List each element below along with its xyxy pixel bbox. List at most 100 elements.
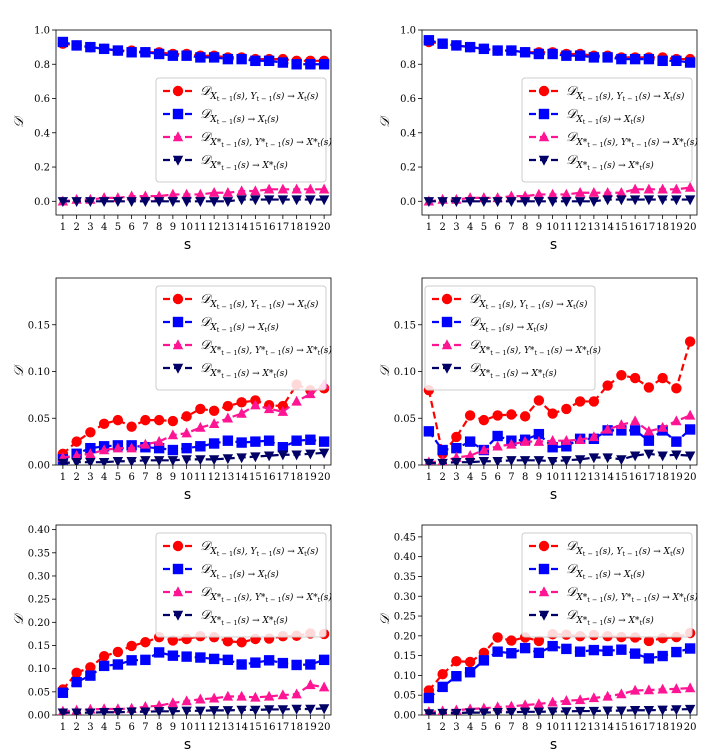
data-point xyxy=(250,705,261,715)
data-point xyxy=(153,414,165,426)
data-point xyxy=(547,442,558,453)
data-point xyxy=(277,442,289,453)
data-point xyxy=(684,424,696,435)
y-tick-label: 1.0 xyxy=(400,26,416,37)
x-tick-label: 13 xyxy=(222,222,235,233)
x-tick-label: 13 xyxy=(222,472,235,483)
y-tick-label: 0.20 xyxy=(28,618,50,629)
x-tick-label: 7 xyxy=(508,472,514,483)
data-point xyxy=(643,425,655,436)
x-tick-label: 20 xyxy=(318,722,331,733)
x-tick-label: 2 xyxy=(439,222,445,233)
data-point xyxy=(478,655,490,666)
x-tick-label: 19 xyxy=(304,472,317,483)
x-tick-label: 9 xyxy=(170,222,176,233)
data-point xyxy=(236,637,247,648)
data-point xyxy=(167,188,179,199)
data-point xyxy=(263,435,275,446)
legend-marker xyxy=(538,108,550,120)
data-point xyxy=(506,648,517,659)
data-point xyxy=(291,183,302,194)
legend-marker xyxy=(441,339,453,350)
data-point xyxy=(574,197,586,207)
legend-entry-1: 𝒟Xt − 1(s), Yt − 1(s) → Xt(s) xyxy=(200,539,319,558)
x-tick-label: 12 xyxy=(208,472,221,483)
data-point xyxy=(195,693,206,704)
x-tick-label: 14 xyxy=(235,222,248,233)
data-point xyxy=(478,457,490,465)
data-point xyxy=(112,457,124,465)
data-point xyxy=(519,456,531,465)
data-point xyxy=(671,683,682,694)
x-tick-label: 15 xyxy=(615,722,628,733)
legend-entry-2: 𝒟Xt − 1(s) → Xt(s) xyxy=(469,315,548,334)
data-point xyxy=(506,456,517,465)
data-point xyxy=(318,704,330,715)
data-point xyxy=(208,455,220,465)
x-tick-label: 3 xyxy=(87,722,93,733)
data-point xyxy=(263,55,275,67)
plot-area xyxy=(57,36,330,207)
data-point xyxy=(222,706,234,715)
data-point xyxy=(464,457,476,465)
legend-marker xyxy=(172,293,184,305)
data-point xyxy=(478,197,490,207)
data-point xyxy=(167,697,179,708)
data-point xyxy=(684,451,696,462)
legend-entry-1: 𝒟Xt − 1(s), Yt − 1(s) → Xt(s) xyxy=(469,292,588,311)
data-point xyxy=(588,453,600,464)
plot-area xyxy=(423,627,696,715)
data-point xyxy=(305,59,316,70)
x-tick-label: 14 xyxy=(235,472,248,483)
data-point xyxy=(671,450,682,461)
data-point xyxy=(208,438,220,449)
data-point xyxy=(533,197,545,207)
series-2 xyxy=(423,35,696,68)
data-point xyxy=(492,430,503,442)
x-tick-label: 10 xyxy=(180,222,193,233)
x-tick-label: 8 xyxy=(156,222,162,233)
data-point xyxy=(671,436,682,447)
data-point xyxy=(263,655,275,666)
data-point xyxy=(547,696,558,707)
data-point xyxy=(519,47,531,58)
series-3 xyxy=(424,409,696,465)
data-point xyxy=(140,637,151,648)
data-point xyxy=(208,187,220,197)
data-point xyxy=(208,418,220,429)
data-point xyxy=(112,45,124,56)
data-point xyxy=(140,456,151,465)
data-point xyxy=(250,185,261,196)
data-point xyxy=(684,336,696,347)
x-tick-label: 4 xyxy=(101,222,107,233)
data-point xyxy=(305,679,316,690)
data-point xyxy=(181,427,192,438)
data-point xyxy=(561,197,572,207)
data-point xyxy=(181,695,192,706)
data-point xyxy=(492,410,503,421)
y-tick-label: 0.00 xyxy=(394,461,416,472)
data-point xyxy=(684,682,696,693)
data-point xyxy=(236,397,247,408)
x-tick-label: 12 xyxy=(208,722,221,733)
x-tick-label: 11 xyxy=(194,222,207,233)
x-axis-label: s xyxy=(184,737,191,752)
legend-entry-4: 𝒟X*t − 1(s) → X*t(s) xyxy=(200,361,288,380)
x-tick-label: 18 xyxy=(290,472,303,483)
plot-frame xyxy=(55,524,332,716)
data-point xyxy=(98,444,110,455)
data-point xyxy=(437,38,448,49)
data-point xyxy=(451,655,462,667)
x-tick-label: 4 xyxy=(467,472,473,483)
x-tick-label: 8 xyxy=(156,722,162,733)
x-tick-label: 2 xyxy=(73,222,79,233)
legend-marker xyxy=(538,85,550,97)
x-tick-label: 18 xyxy=(656,472,669,483)
x-tick-label: 7 xyxy=(508,222,514,233)
data-point xyxy=(643,382,655,393)
data-point xyxy=(112,659,124,670)
x-tick-label: 7 xyxy=(508,722,514,733)
legend-entry-1: 𝒟Xt − 1(s), Yt − 1(s) → Xt(s) xyxy=(200,292,319,311)
series-2 xyxy=(423,640,696,704)
x-tick-label: 7 xyxy=(142,222,148,233)
